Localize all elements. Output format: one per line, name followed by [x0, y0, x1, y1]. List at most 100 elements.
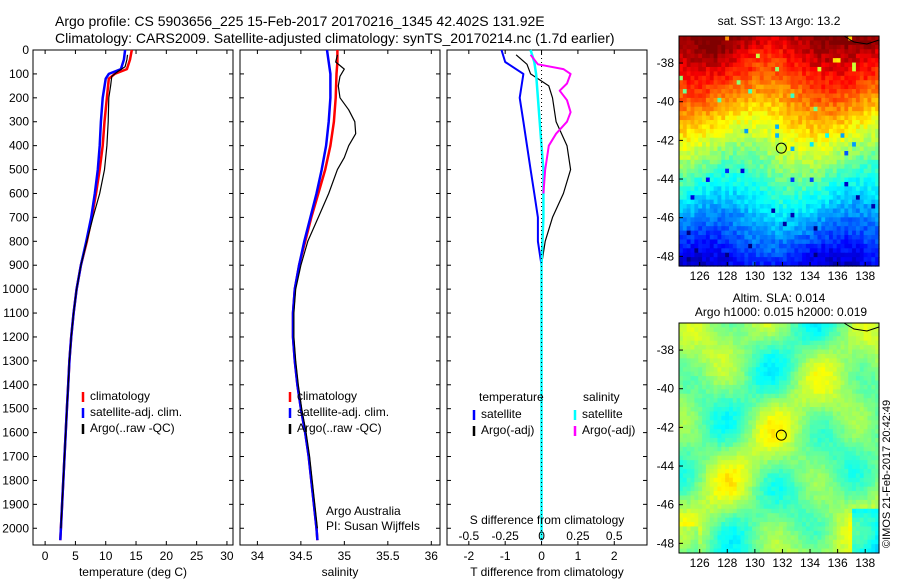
- sst_map-cell: [805, 226, 811, 232]
- sla_map-cell: [805, 362, 811, 368]
- sst_map-cell: [852, 102, 857, 108]
- sst_map-cell: [798, 120, 803, 126]
- sst_map-cell: [698, 243, 703, 249]
- sst_map-cell: [817, 115, 822, 121]
- sla_map-cell: [717, 491, 722, 497]
- sst_map-cell: [759, 226, 765, 232]
- sst_map-cell: [871, 199, 876, 205]
- sst_map-cell: [740, 97, 745, 103]
- sst_map-cell: [736, 248, 742, 254]
- sla_map-cell: [782, 477, 788, 483]
- temperature-xtick-label: 10: [99, 549, 113, 563]
- sst_map-cell: [771, 226, 776, 232]
- sst_map-cell: [775, 190, 780, 196]
- sst_map-cell: [786, 212, 792, 218]
- sst_map-cell: [744, 89, 749, 95]
- salinity-diff-tick-label: -0.25: [492, 529, 520, 543]
- sla_map-cell: [863, 411, 869, 417]
- sla_map-cell: [717, 424, 722, 430]
- sst_map-cell: [732, 217, 738, 223]
- sla_map-cell: [798, 455, 803, 461]
- sst_map-cell: [698, 195, 703, 201]
- sst_map-cell: [713, 257, 719, 263]
- sla_map-cell: [786, 482, 792, 488]
- sst_map-cell: [779, 195, 784, 201]
- sst_map-cell: [686, 155, 692, 161]
- sst_map-cell: [679, 190, 684, 196]
- sst_map-cell: [802, 62, 807, 68]
- sla_map-cell: [852, 446, 857, 452]
- sst_map-cell: [844, 235, 849, 241]
- sla_map-cell: [852, 420, 857, 426]
- sst_map-cell: [802, 221, 807, 227]
- sla_map-cell: [744, 358, 749, 364]
- sla_map-cell: [790, 367, 795, 373]
- sst_map-cell: [875, 66, 880, 72]
- sla_map-cell: [763, 468, 769, 474]
- sla_map-cell: [744, 415, 749, 421]
- sst_map-cell: [836, 111, 842, 117]
- sst_map-cell: [752, 199, 757, 205]
- sst_map-cell: [755, 226, 761, 232]
- sst_map-cell: [802, 239, 807, 245]
- sst_map-cell: [698, 155, 703, 161]
- sst_map-cell: [775, 102, 780, 108]
- sla_map-cell: [832, 446, 838, 452]
- sst_map-cell: [813, 235, 819, 241]
- sst_map-cell: [709, 151, 715, 157]
- sla_map-cell: [755, 371, 761, 377]
- sla_map-cell: [771, 486, 776, 492]
- sst_map-cell: [775, 173, 780, 179]
- sst_map-cell: [786, 93, 792, 99]
- sst_map-cell: [832, 195, 838, 201]
- sla_map-cell: [729, 371, 734, 377]
- sst_map-cell: [805, 84, 811, 90]
- sla_map-cell: [755, 455, 761, 461]
- sla_map-cell: [779, 358, 784, 364]
- sst_map-cell: [798, 217, 803, 223]
- sla_map-cell: [832, 482, 838, 488]
- sst_map-cell: [709, 252, 715, 258]
- sst_map-cell: [867, 261, 872, 267]
- sla_map-cell: [759, 389, 765, 395]
- sst_map-cell: [698, 177, 703, 183]
- sst_map-cell: [805, 151, 811, 157]
- sla_map-cell: [852, 460, 857, 466]
- sla_map-cell: [771, 482, 776, 488]
- sla_map-cell: [759, 376, 765, 382]
- sla_map-cell: [698, 460, 703, 466]
- sla_map-cell: [717, 323, 722, 329]
- sst_map-cell: [840, 151, 845, 157]
- sla_map-cell: [863, 340, 869, 346]
- sla_map-cell: [859, 336, 865, 342]
- sla_map-cell: [867, 393, 872, 399]
- sla_map-cell: [748, 486, 753, 492]
- sla_map-cell: [748, 371, 753, 377]
- sla_map-cell: [813, 349, 819, 355]
- sst_map-cell: [863, 230, 869, 236]
- sst_map-cell: [817, 36, 822, 42]
- sst_map-cell: [875, 133, 880, 139]
- sst_map-cell: [782, 120, 788, 126]
- sst_map-cell: [679, 173, 684, 179]
- sla_map-cell: [863, 323, 869, 329]
- sst_map-cell: [855, 146, 861, 152]
- sla_map-cell: [809, 468, 815, 474]
- sst_map-cell: [767, 235, 772, 241]
- sst_map-cell: [825, 239, 830, 245]
- sst_map-cell: [867, 212, 872, 218]
- sst_map-cell: [786, 84, 792, 90]
- sla_map-cell: [679, 331, 684, 337]
- sla_map-cell: [736, 407, 742, 413]
- sst_map-cell: [736, 208, 742, 214]
- sst_map-cell: [855, 133, 861, 139]
- sla_map-cell: [844, 442, 849, 448]
- sst_map-cell: [798, 146, 803, 152]
- sla_map-cell: [805, 376, 811, 382]
- sst_map-cell: [809, 62, 815, 68]
- sla_map-cell: [863, 345, 869, 351]
- sla_map-cell: [840, 477, 845, 483]
- sst_map-cell: [713, 217, 719, 223]
- depth-tick-label: 1700: [2, 450, 29, 464]
- sla_map-cell: [686, 429, 692, 435]
